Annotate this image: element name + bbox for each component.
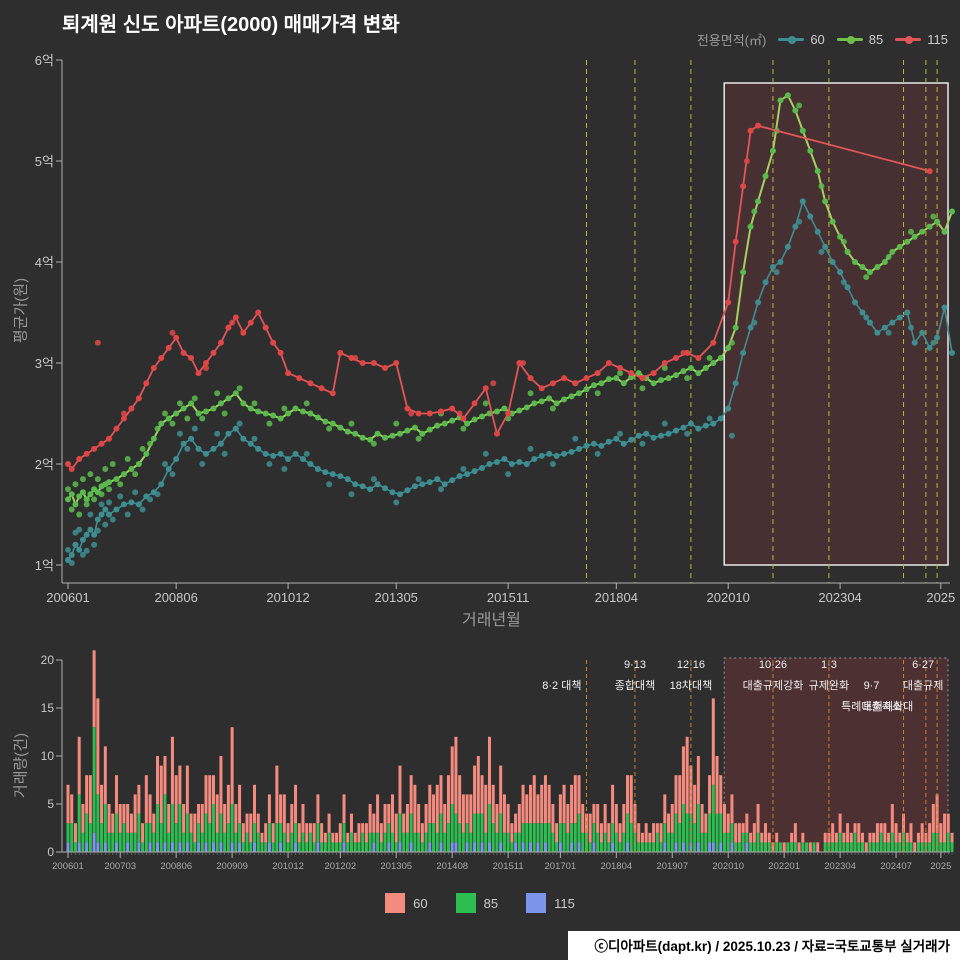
svg-text:규제완화: 규제완화 xyxy=(809,679,849,692)
x-axis-label-price: 거래년월 xyxy=(462,612,521,629)
svg-text:6억: 6억 xyxy=(35,53,54,68)
legend-line-85-icon xyxy=(836,35,863,44)
svg-text:토허제확대: 토허제확대 xyxy=(863,700,914,713)
legend-item-115: 115 xyxy=(895,32,948,47)
svg-text:201511: 201511 xyxy=(487,590,529,605)
highlight-box xyxy=(723,82,949,566)
volume-legend-label-60: 60 xyxy=(413,895,428,911)
svg-text:4억: 4억 xyxy=(35,255,54,270)
svg-text:202407: 202407 xyxy=(880,861,912,872)
svg-text:202010: 202010 xyxy=(712,861,744,872)
svg-text:201012: 201012 xyxy=(272,861,304,872)
legend-label-85: 85 xyxy=(868,32,884,47)
price-chart: 1억 2억 3억 4억 5억 6억 200601 200806 201012 201305 2015… xyxy=(35,53,955,605)
svg-text:200601: 200601 xyxy=(52,861,84,872)
page-title: 퇴계원 신도 아파트(2000) 매매가격 변화 xyxy=(62,14,400,36)
svg-text:9·13: 9·13 xyxy=(624,659,646,671)
svg-text:202010: 202010 xyxy=(707,590,750,605)
y-axis-label-price: 평균가(원) xyxy=(12,277,30,344)
svg-text:202201: 202201 xyxy=(768,861,800,872)
svg-text:1·3: 1·3 xyxy=(821,659,837,671)
svg-text:201701: 201701 xyxy=(545,861,577,872)
svg-text:8·2 대책: 8·2 대책 xyxy=(542,679,581,692)
svg-text:6·27: 6·27 xyxy=(912,659,934,671)
volume-legend-item-85: 85 xyxy=(455,893,499,913)
svg-text:종합대책: 종합대책 xyxy=(615,679,655,692)
svg-text:특례대출축소: 특례대출축소 xyxy=(841,700,902,713)
volume-legend-label-115: 115 xyxy=(554,895,575,911)
svg-text:12·16: 12·16 xyxy=(677,659,705,671)
svg-text:2억: 2억 xyxy=(35,457,54,472)
legend-item-60: 60 xyxy=(778,32,825,47)
svg-text:9·7: 9·7 xyxy=(864,680,880,692)
svg-text:201907: 201907 xyxy=(656,861,688,872)
svg-text:대출규제: 대출규제 xyxy=(903,679,943,692)
volume-chart: 0 5 10 15 20 200601 200703 200806 200909 201012 20… xyxy=(41,650,954,872)
svg-text:0: 0 xyxy=(47,845,54,859)
svg-text:20: 20 xyxy=(41,653,55,667)
area-legend: 전용면적(㎡) 60 85 115 xyxy=(697,30,948,49)
volume-legend-item-60: 60 xyxy=(385,893,428,913)
legend-label-60: 60 xyxy=(810,32,825,47)
svg-text:201305: 201305 xyxy=(380,861,412,872)
y-axis-label-volume: 거래량(건) xyxy=(12,732,30,799)
svg-text:2025: 2025 xyxy=(926,590,955,605)
svg-text:5: 5 xyxy=(47,797,54,811)
svg-text:200806: 200806 xyxy=(160,861,192,872)
volume-legend-swatch-60 xyxy=(385,893,406,913)
legend-item-85: 85 xyxy=(836,32,884,47)
svg-text:15: 15 xyxy=(41,701,55,715)
svg-text:201804: 201804 xyxy=(595,590,638,605)
svg-text:200806: 200806 xyxy=(154,590,197,605)
svg-text:1억: 1억 xyxy=(35,558,54,573)
footer-credit: ⓒ디아파트(dapt.kr) / 2025.10.23 / 자료=국토교통부 실… xyxy=(568,931,960,960)
svg-text:202304: 202304 xyxy=(818,590,861,605)
volume-legend-swatch-85 xyxy=(455,893,476,913)
svg-text:201012: 201012 xyxy=(266,590,309,605)
volume-legend: 60 85 115 xyxy=(0,893,960,913)
svg-text:202304: 202304 xyxy=(824,861,856,872)
legend-line-60-icon xyxy=(778,35,805,44)
volume-legend-swatch-115 xyxy=(526,893,547,913)
svg-text:201408: 201408 xyxy=(436,861,468,872)
legend-label-115: 115 xyxy=(927,32,948,47)
svg-text:10: 10 xyxy=(41,749,55,763)
series-60 xyxy=(65,198,956,566)
highlight-box-volume xyxy=(723,657,949,853)
svg-text:2025: 2025 xyxy=(930,861,951,872)
svg-text:3억: 3억 xyxy=(35,356,54,371)
svg-text:201511: 201511 xyxy=(493,861,524,872)
svg-text:201305: 201305 xyxy=(375,590,418,605)
volume-legend-item-115: 115 xyxy=(526,893,575,913)
svg-text:200703: 200703 xyxy=(104,861,136,872)
svg-text:18차대책: 18차대책 xyxy=(670,679,713,692)
svg-text:10·26: 10·26 xyxy=(759,659,787,671)
svg-text:대출규제강화: 대출규제강화 xyxy=(743,679,804,692)
svg-text:201804: 201804 xyxy=(600,861,632,872)
svg-text:200909: 200909 xyxy=(216,861,248,872)
area-legend-label: 전용면적(㎡) xyxy=(696,33,767,48)
svg-text:200601: 200601 xyxy=(46,590,89,605)
series-115 xyxy=(65,122,933,473)
svg-text:5억: 5억 xyxy=(35,154,54,169)
svg-text:201202: 201202 xyxy=(324,861,356,872)
series-85 xyxy=(65,92,956,518)
volume-legend-label-85: 85 xyxy=(483,895,499,911)
legend-line-115-icon xyxy=(895,35,922,44)
